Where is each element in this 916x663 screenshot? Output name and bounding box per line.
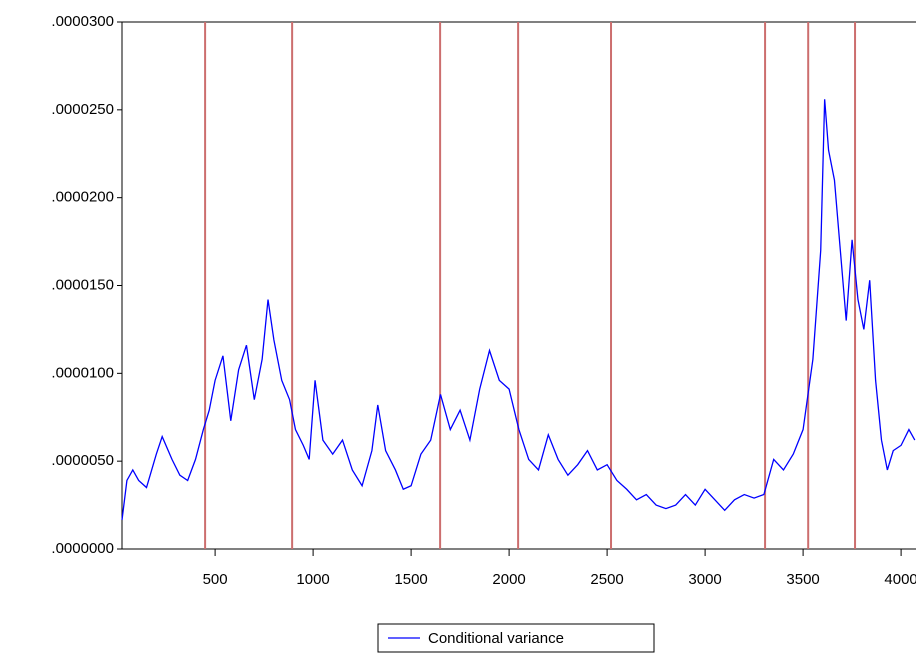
y-tick-label: .0000100 (51, 364, 114, 381)
x-tick-label: 1000 (296, 571, 329, 588)
legend-label: Conditional variance (428, 630, 564, 647)
y-tick-label: .0000300 (51, 13, 114, 30)
x-tick-label: 2500 (590, 571, 623, 588)
series-line (121, 99, 916, 521)
y-tick-label: .0000250 (51, 101, 114, 118)
legend-box (377, 623, 655, 653)
x-tick-label: 500 (203, 571, 228, 588)
x-tick-label: 4000 (884, 571, 916, 588)
x-tick-label: 3500 (786, 571, 819, 588)
x-tick-label: 1500 (394, 571, 427, 588)
x-tick-label: 3000 (688, 571, 721, 588)
y-tick-label: .0000150 (51, 276, 114, 293)
y-tick-label: .0000000 (51, 540, 114, 557)
x-tick-label: 2000 (492, 571, 525, 588)
y-tick-label: .0000050 (51, 452, 114, 469)
y-tick-label: .0000200 (51, 189, 114, 206)
